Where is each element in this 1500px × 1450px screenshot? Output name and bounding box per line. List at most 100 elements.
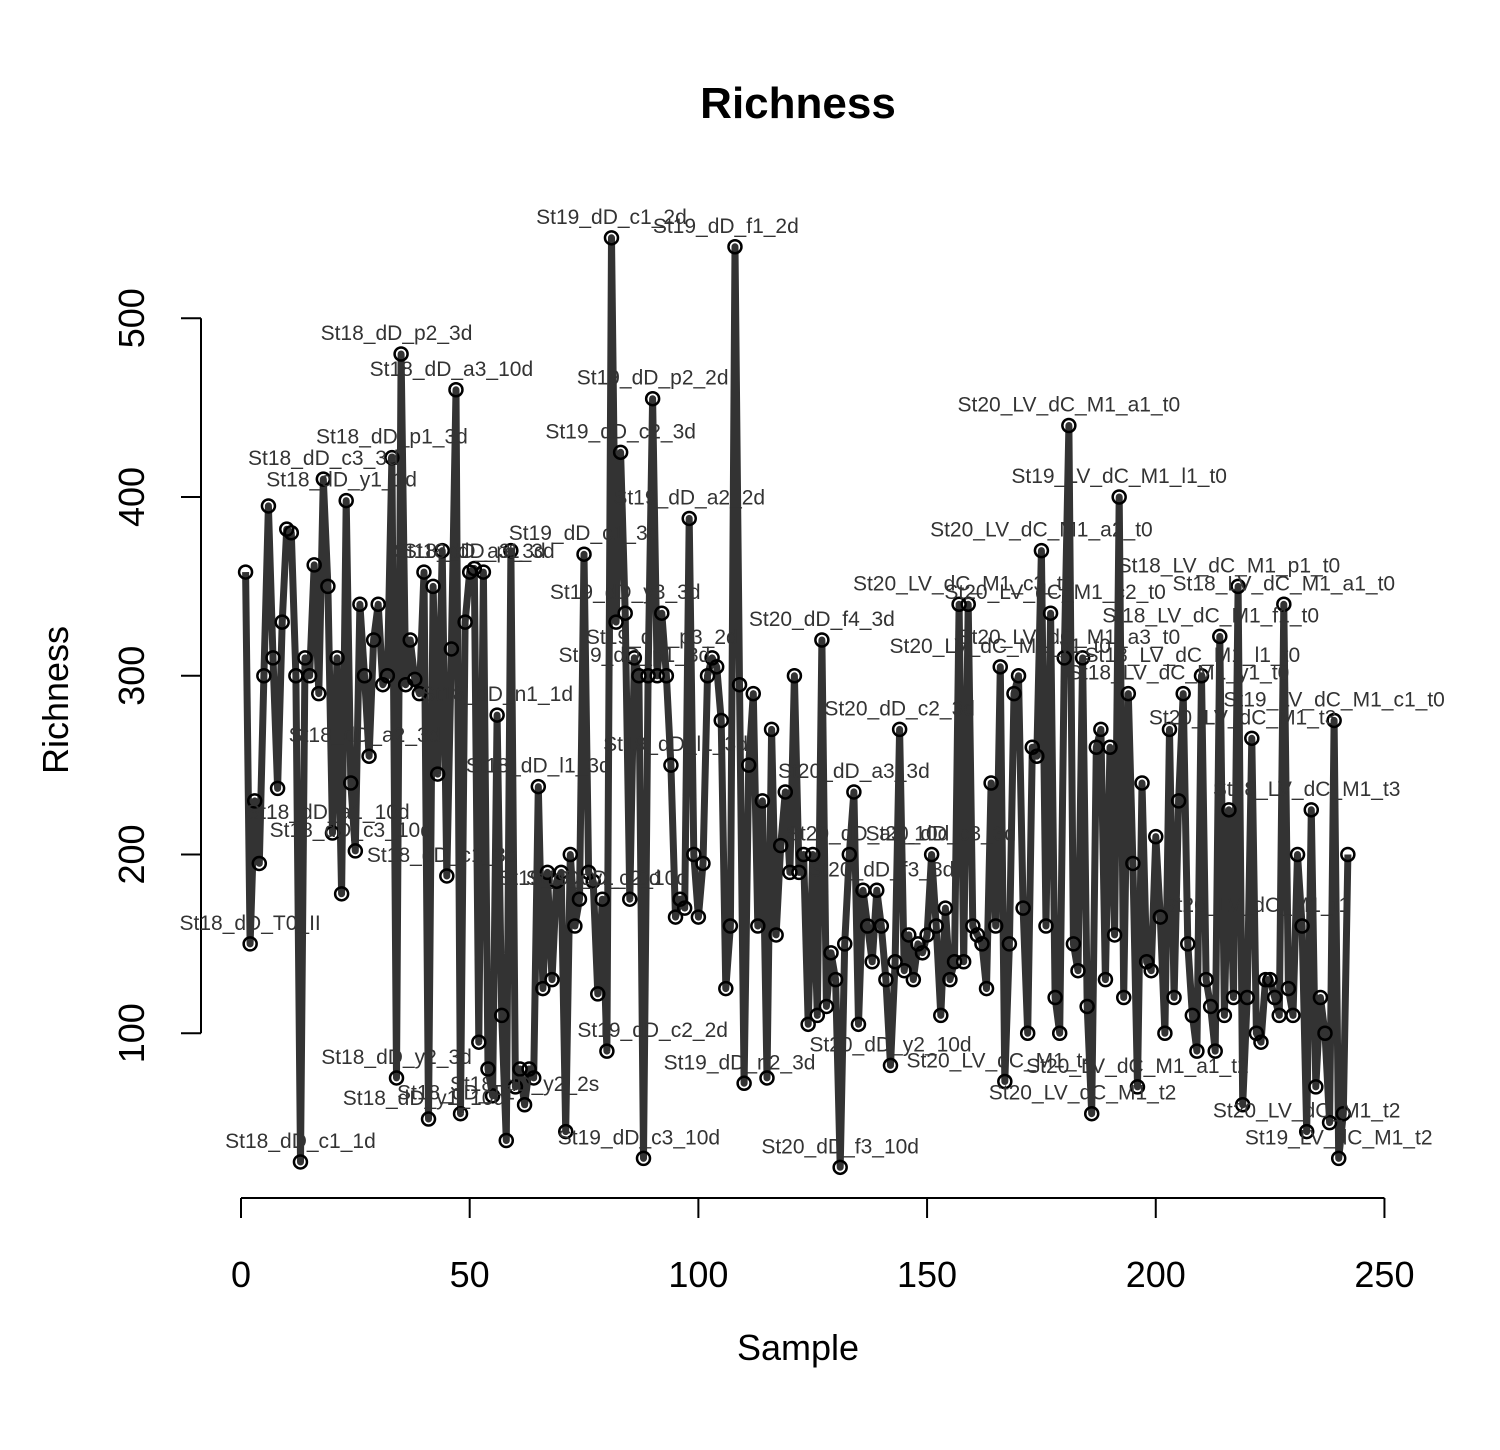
data-point	[516, 1097, 533, 1113]
point-label: St19_dD_c2_2d	[577, 1019, 728, 1042]
data-point	[512, 1061, 528, 1077]
point-label: St18_dD_y1_10d	[343, 1087, 505, 1110]
data-point	[292, 1154, 309, 1170]
data-point	[686, 846, 702, 863]
data-point	[708, 659, 725, 675]
data-point	[626, 650, 643, 666]
data-point	[832, 1159, 848, 1176]
data-point	[1143, 962, 1159, 979]
point-label: St18_dD_n1_1d	[421, 683, 573, 706]
data-point	[576, 546, 592, 562]
data-point	[1184, 1007, 1201, 1024]
data-point	[635, 1150, 652, 1167]
point-label: St20_dD_a3_10d	[786, 823, 949, 846]
data-point	[914, 945, 931, 961]
data-point	[1180, 936, 1196, 952]
data-point	[1244, 730, 1260, 747]
data-point	[407, 671, 423, 688]
data-point	[1029, 748, 1045, 764]
data-point	[311, 685, 327, 702]
point-label: St18_dD_T1	[397, 1082, 515, 1105]
data-point	[1138, 954, 1155, 970]
y-tick-label: 200	[111, 824, 152, 884]
data-point	[585, 873, 601, 890]
data-point	[905, 971, 922, 988]
data-point	[507, 1079, 524, 1095]
data-point	[333, 886, 350, 902]
data-point	[901, 927, 917, 943]
y-tick-label: 500	[111, 288, 152, 348]
point-label: St20_dD_c2_3d	[824, 697, 975, 720]
data-point	[1047, 989, 1063, 1006]
data-point	[553, 864, 569, 881]
data-point	[452, 1105, 469, 1122]
data-point	[786, 668, 803, 684]
point-label: St18_LV_dC_M1_f1_t0	[1102, 604, 1319, 627]
data-point	[823, 945, 839, 961]
data-point	[1216, 1007, 1233, 1024]
point-label: St18_dD_y2_3d	[321, 1046, 472, 1069]
data-point	[1074, 650, 1091, 666]
data-point	[411, 685, 428, 702]
data-point	[772, 837, 789, 854]
data-point	[567, 918, 583, 934]
x-tick-label: 0	[231, 1254, 251, 1295]
data-point	[814, 632, 830, 648]
data-point	[722, 918, 739, 934]
data-point	[1257, 971, 1274, 988]
point-label: St18_dD_T0_II	[180, 912, 321, 935]
point-label: St18_dD_c3_3d	[248, 447, 399, 470]
point-label: St18_dD_a3_3d	[394, 540, 546, 563]
data-point	[1276, 596, 1292, 612]
point-label: St19_LV_dC_M1_t2	[1245, 1126, 1433, 1149]
data-point	[466, 560, 483, 577]
data-point	[896, 962, 912, 979]
data-point	[997, 1073, 1013, 1090]
data-point	[1321, 1114, 1338, 1131]
data-point	[919, 927, 935, 943]
data-point	[869, 882, 885, 898]
data-point	[448, 382, 464, 398]
point-label: St18_dD_y1_1d	[266, 469, 417, 492]
data-point	[1289, 846, 1306, 863]
y-tick-label: 300	[111, 646, 152, 706]
data-point	[301, 668, 318, 684]
data-point	[1294, 918, 1310, 934]
data-point	[1111, 489, 1127, 505]
data-point	[850, 1016, 867, 1033]
point-label: St19_dD_f1_2d	[653, 215, 799, 238]
data-point	[503, 542, 519, 559]
point-label: St20_LV_dC_M1_t2	[989, 1082, 1177, 1105]
data-point	[1083, 1105, 1100, 1122]
data-point	[718, 980, 734, 997]
data-point	[1033, 542, 1050, 559]
point-label: St18_dD_a1_10d	[246, 801, 409, 824]
point-label: St20_LV_dC_M1_t3	[1149, 706, 1337, 729]
data-point	[269, 780, 286, 797]
data-point	[740, 757, 757, 773]
data-point	[818, 998, 835, 1015]
data-point	[782, 864, 798, 881]
data-point	[699, 668, 716, 684]
point-label: St20_LV_dC_M1_c3_t0	[853, 572, 1074, 595]
point-label: St20_LV_dC_M1_t1	[1163, 894, 1351, 917]
data-point	[1166, 989, 1182, 1006]
data-point	[1212, 628, 1228, 645]
data-point	[1056, 650, 1073, 666]
data-point	[704, 650, 720, 666]
data-point	[429, 766, 446, 782]
data-point	[535, 980, 551, 997]
data-point	[745, 685, 762, 702]
data-point	[1097, 971, 1114, 988]
point-label: St18_dD_a2_3d	[289, 724, 441, 747]
y-axis-title: Richness	[35, 626, 76, 774]
data-point	[1125, 855, 1141, 872]
data-point	[800, 1016, 816, 1033]
data-point	[1248, 1025, 1265, 1041]
data-point	[681, 510, 697, 527]
point-label: St18_LV_dC_M1_l1_t0	[1085, 644, 1301, 667]
data-point	[493, 1007, 510, 1024]
data-point	[329, 650, 345, 666]
data-point	[347, 843, 364, 859]
